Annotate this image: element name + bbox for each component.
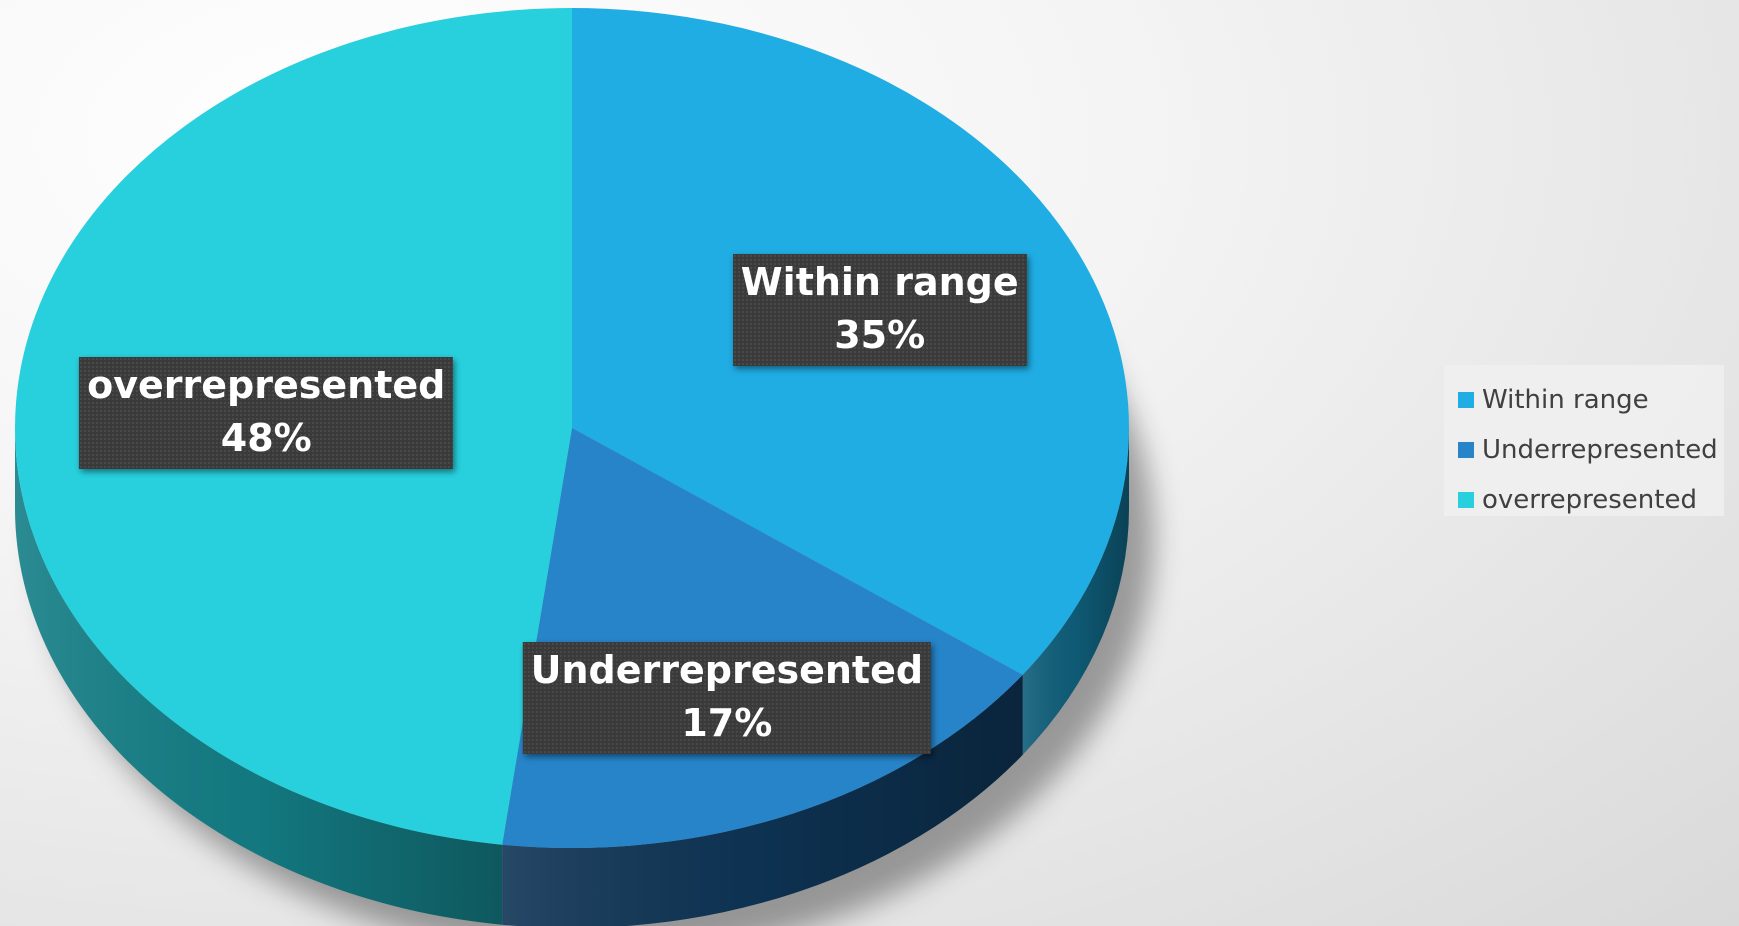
data-label-percent: 35% [834, 312, 926, 357]
legend: Within range Underrepresented overrepres… [1444, 365, 1724, 516]
legend-swatch-underrepresented [1458, 442, 1474, 458]
legend-swatch-within-range [1458, 392, 1474, 408]
pie-side-within-range-shade [1022, 428, 1129, 755]
data-label-category: Underrepresented [530, 647, 924, 692]
legend-label-underrepresented: Underrepresented [1482, 435, 1718, 465]
data-label-percent: 48% [220, 416, 312, 461]
legend-label-within-range: Within range [1482, 385, 1649, 415]
data-label-category: Within range [740, 259, 1019, 304]
data-label-overrepresented: overrepresented 48% [79, 357, 454, 470]
data-label-percent: 17% [681, 700, 773, 745]
legend-item-within-range: Within range [1458, 375, 1724, 425]
legend-swatch-overrepresented [1458, 492, 1474, 508]
data-label-within-range: Within range 35% [732, 253, 1027, 366]
legend-item-underrepresented: Underrepresented [1458, 425, 1724, 475]
pie-side-overrepresented-shade [15, 428, 503, 925]
pie-side-underrepresented-shade [502, 674, 1023, 926]
legend-item-overrepresented: overrepresented [1458, 475, 1724, 525]
data-label-underrepresented: Underrepresented 17% [522, 641, 932, 754]
legend-label-overrepresented: overrepresented [1482, 485, 1697, 515]
data-label-category: overrepresented [87, 363, 446, 408]
